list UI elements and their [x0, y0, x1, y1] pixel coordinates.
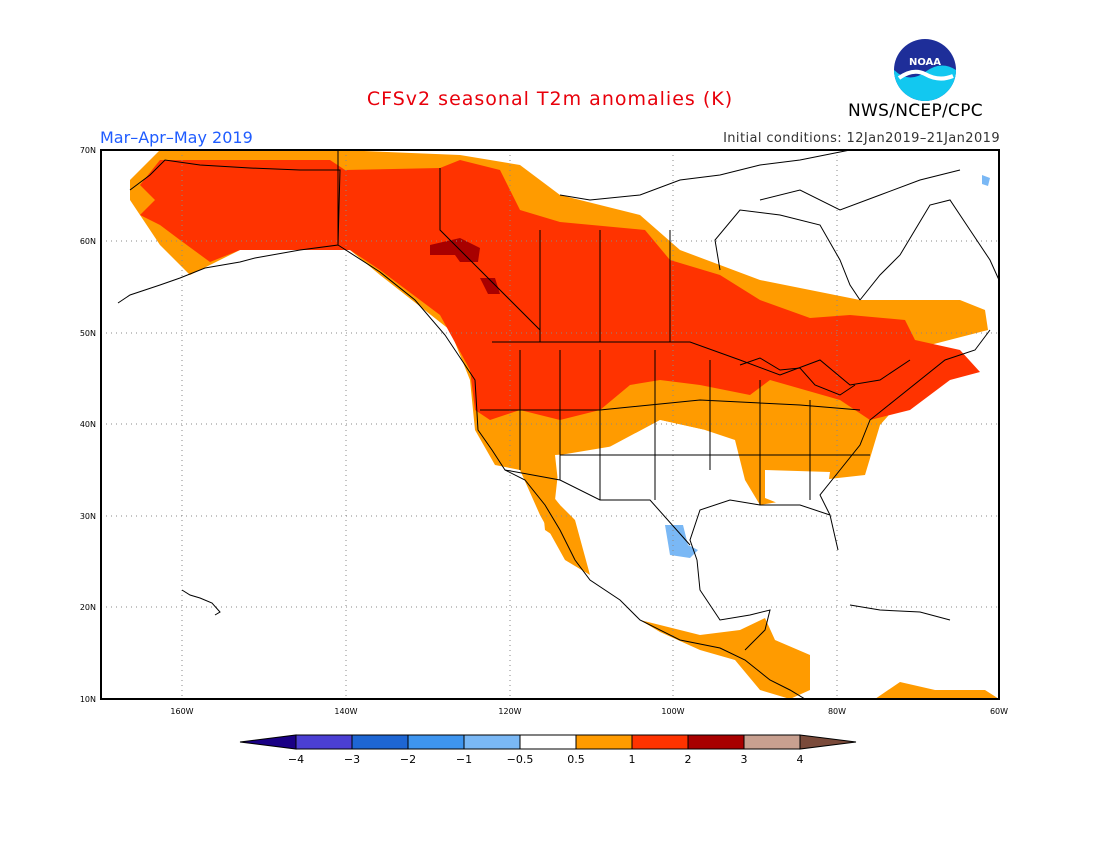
border-canada-provinces: [439, 168, 671, 342]
lat-label: 20N: [80, 603, 96, 612]
colorbar-swatch: [519, 734, 577, 750]
map-frame: [100, 149, 1000, 700]
colorbar-swatch: [351, 734, 409, 750]
colorbar-label: 3: [741, 753, 748, 766]
colorbar-swatch: [631, 734, 689, 750]
coastlines: [117, 150, 999, 699]
colorbar-label: 2: [685, 753, 692, 766]
neutral-region-southeast: [765, 470, 830, 508]
latitude-labels: 70N 60N 50N 40N 30N 20N 10N: [80, 146, 96, 704]
lon-label: 140W: [334, 707, 357, 716]
colorbar-arrow-min: [239, 734, 297, 750]
lat-label: 30N: [80, 512, 96, 521]
colorbar-label: −2: [400, 753, 416, 766]
coastline-arctic: [559, 150, 851, 201]
agency-label: NWS/NCEP/CPC: [848, 101, 983, 121]
coastline-caribbean: [849, 604, 951, 621]
lat-label: 40N: [80, 420, 96, 429]
lat-label: 10N: [80, 695, 96, 704]
anomaly-region-warm-baja: [540, 480, 560, 540]
colorbar-swatch: [463, 734, 521, 750]
colorbar-swatch: [407, 734, 465, 750]
colorbar-swatch: [575, 734, 633, 750]
colorbar-label: −4: [288, 753, 304, 766]
coastline-alaska: [117, 159, 341, 304]
coastline-labrador: [859, 199, 999, 301]
lat-label: 60N: [80, 237, 96, 246]
coastline-west: [337, 244, 806, 699]
noaa-logo-text: NOAA: [909, 57, 941, 68]
coastline-hudson: [714, 209, 861, 301]
colorbar-arrow-max: [799, 734, 857, 750]
colorbar-swatch: [687, 734, 745, 750]
colorbar-label: 0.5: [567, 753, 585, 766]
colorbar-label: 4: [797, 753, 804, 766]
noaa-logo: NOAA: [893, 38, 957, 106]
lon-label: 160W: [170, 707, 193, 716]
longitude-labels: 160W 140W 120W 100W 80W 60W: [170, 707, 1008, 716]
coastline-yucatan: [696, 559, 771, 651]
season-label: Mar–Apr–May 2019: [100, 128, 253, 147]
anomaly-region-hot: [140, 160, 980, 420]
colorbar-swatch: [743, 734, 801, 750]
lat-label: 70N: [80, 146, 96, 155]
coastline-arctic-islands: [759, 169, 961, 211]
lon-label: 100W: [661, 707, 684, 716]
anomaly-region-very-hot-2: [480, 278, 500, 294]
border-us-states: [480, 350, 870, 505]
coastline-hawaii: [181, 589, 221, 616]
colorbar: −4 −3 −2 −1 −0.5 0.5 1 2 3 4: [239, 734, 857, 766]
lon-label: 60W: [990, 707, 1008, 716]
lat-label: 50N: [80, 329, 96, 338]
colorbar-label: −3: [344, 753, 360, 766]
anomaly-region-very-hot: [430, 238, 480, 262]
anomaly-region-cool: [665, 525, 698, 558]
colorbar-label: −0.5: [507, 753, 534, 766]
anomaly-region-warm-caribbean: [875, 682, 999, 699]
colorbar-label: 1: [629, 753, 636, 766]
colorbar-swatch: [295, 734, 353, 750]
coastline-great-lakes: [739, 357, 856, 396]
anomaly-region-cool-arctic: [982, 175, 990, 186]
initial-conditions-label: Initial conditions: 12Jan2019–21Jan2019: [723, 131, 1000, 146]
colorbar-label: −1: [456, 753, 472, 766]
coastline-gulf: [689, 329, 991, 561]
lon-label: 80W: [828, 707, 846, 716]
lon-label: 120W: [498, 707, 521, 716]
anomaly-region-warm-central-america: [640, 618, 810, 699]
anomaly-field: [130, 150, 999, 699]
map-title: CFSv2 seasonal T2m anomalies (K): [366, 88, 734, 110]
